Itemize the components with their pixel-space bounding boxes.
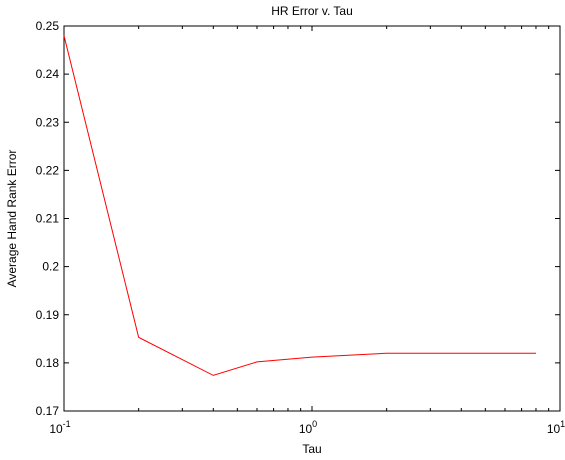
y-tick-label: 0.21 [36, 212, 60, 226]
series-line [63, 35, 536, 376]
plot-area [63, 25, 561, 412]
x-tick-exponent: -1 [63, 419, 71, 429]
x-tick-base: 10 [547, 422, 561, 436]
y-tick-label: 0.23 [36, 115, 60, 129]
x-tick-base: 10 [299, 422, 313, 436]
y-tick-label: 0.19 [36, 308, 60, 322]
y-tick-label: 0.2 [42, 260, 59, 274]
y-axis-label: Average Hand Rank Error [5, 150, 19, 288]
x-tick-base: 10 [49, 422, 63, 436]
x-tick-label: 10-1 [49, 419, 70, 436]
x-tick-label: 101 [547, 419, 565, 436]
y-tick-label: 0.17 [36, 404, 60, 418]
x-tick-exponent: 0 [312, 419, 317, 429]
chart-title: HR Error v. Tau [271, 4, 353, 18]
x-axis-label: Tau [302, 442, 321, 456]
y-tick-label: 0.22 [36, 163, 60, 177]
x-tick-exponent: 1 [560, 419, 565, 429]
series-layer [63, 35, 536, 376]
y-tick-label: 0.25 [36, 19, 60, 33]
y-tick-label: 0.18 [36, 356, 60, 370]
x-tick-label: 100 [299, 419, 317, 436]
y-tick-label: 0.24 [36, 67, 60, 81]
